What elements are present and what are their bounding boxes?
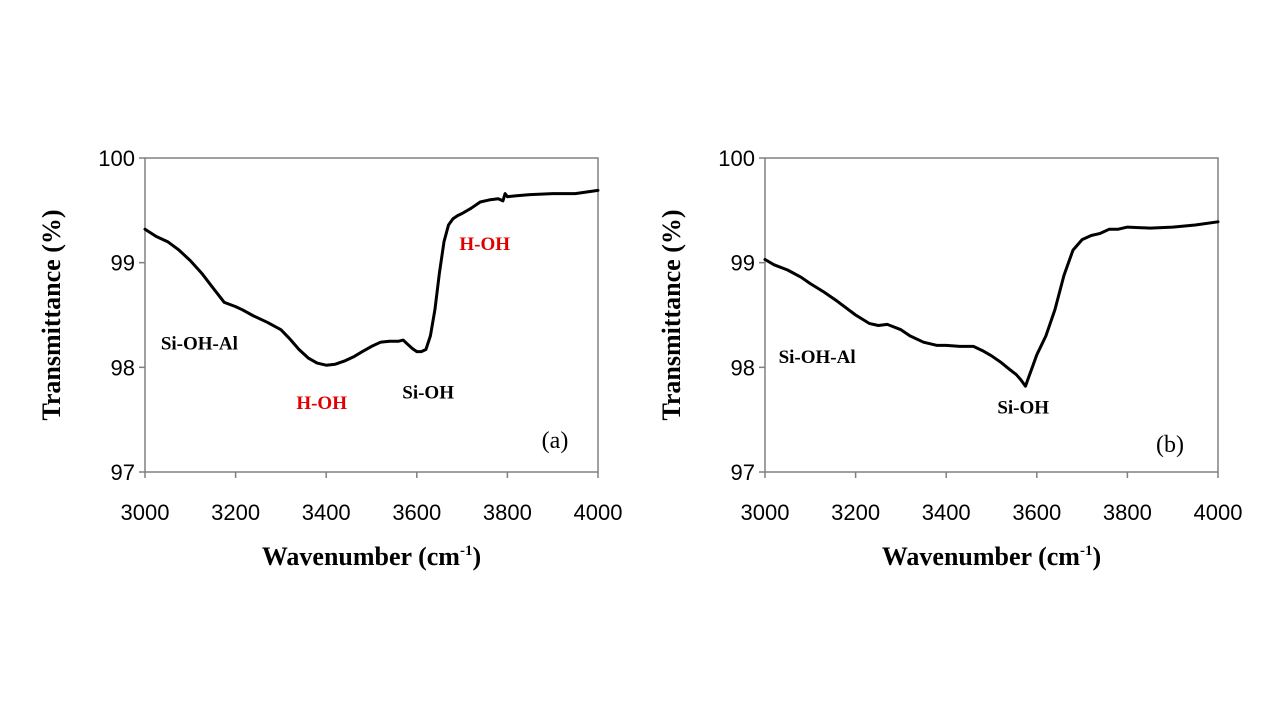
x-axis-title: Wavenumber (cm-1) bbox=[882, 542, 1101, 571]
x-tick-label: 3600 bbox=[1012, 500, 1061, 525]
peak-annotation: H-OH bbox=[296, 393, 347, 414]
y-tick-label: 97 bbox=[111, 460, 135, 485]
y-tick-label: 97 bbox=[731, 460, 755, 485]
y-tick-label: 98 bbox=[111, 355, 135, 380]
y-tick-label: 100 bbox=[718, 146, 755, 171]
spectrum-line bbox=[143, 188, 600, 367]
peak-annotation: H-OH bbox=[459, 234, 510, 255]
plot-frame bbox=[144, 157, 599, 473]
y-tick-label: 98 bbox=[731, 355, 755, 380]
x-tick-label: 3200 bbox=[211, 500, 260, 525]
x-tick-label: 3800 bbox=[1103, 500, 1152, 525]
y-tick-label: 100 bbox=[98, 146, 135, 171]
x-tick-label: 3000 bbox=[741, 500, 790, 525]
chart-panel-0: 97 98 99 100 3000 3200 3400 3600 3800 4000 Wavenum… bbox=[37, 146, 622, 571]
peak-annotation: Si-OH bbox=[997, 397, 1049, 418]
x-tick-label: 3400 bbox=[302, 500, 351, 525]
y-tick-label: 99 bbox=[111, 251, 135, 276]
x-tick-label: 3000 bbox=[121, 500, 170, 525]
x-axis-title: Wavenumber (cm-1) bbox=[262, 542, 481, 571]
y-axis-title: Transmittance (%) bbox=[657, 209, 686, 420]
plot-frame bbox=[764, 157, 1219, 473]
x-tick-label: 3400 bbox=[922, 500, 971, 525]
y-tick-label: 99 bbox=[731, 251, 755, 276]
peak-annotation: Si-OH bbox=[402, 383, 454, 404]
x-tick-label: 3600 bbox=[392, 500, 441, 525]
x-tick-label: 4000 bbox=[574, 500, 623, 525]
peak-annotation: Si-OH-Al bbox=[161, 334, 238, 355]
x-tick-label: 3800 bbox=[483, 500, 532, 525]
y-axis-title: Transmittance (%) bbox=[37, 209, 66, 420]
chart-panel-1: 97 98 99 100 3000 3200 3400 3600 3800 4000 Wavenum… bbox=[657, 146, 1242, 571]
panel-label: (a) bbox=[542, 428, 569, 454]
x-tick-label: 4000 bbox=[1194, 500, 1243, 525]
x-tick-label: 3200 bbox=[831, 500, 880, 525]
spectrum-line bbox=[763, 220, 1220, 388]
peak-annotation: Si-OH-Al bbox=[779, 347, 856, 368]
panel-label: (b) bbox=[1156, 432, 1184, 458]
